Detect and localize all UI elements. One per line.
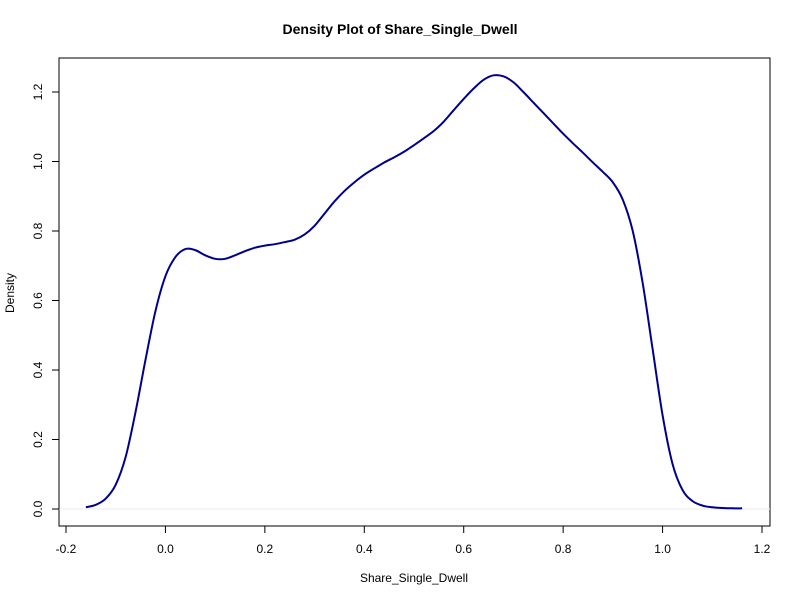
y-tick-label: 0.0 xyxy=(31,500,45,517)
y-tick-label: 1.2 xyxy=(31,83,45,100)
chart-title: Density Plot of Share_Single_Dwell xyxy=(282,21,518,37)
y-tick-label: 0.4 xyxy=(31,361,45,378)
density-curve xyxy=(85,74,743,510)
y-tick-label: 0.8 xyxy=(31,222,45,239)
y-tick-label: 0.6 xyxy=(31,292,45,309)
y-axis-title: Density xyxy=(3,273,17,313)
x-tick-label: 1.0 xyxy=(654,542,671,556)
plot-frame xyxy=(58,57,771,527)
x-tick-label: 0.6 xyxy=(455,542,472,556)
x-tick-label: 1.2 xyxy=(754,542,771,556)
x-tick-label: 0.4 xyxy=(356,542,373,556)
x-tick-label: -0.2 xyxy=(56,542,77,556)
x-tick-label: 0.8 xyxy=(555,542,572,556)
x-tick-label: 0.2 xyxy=(257,542,274,556)
x-axis-title: Share_Single_Dwell xyxy=(360,571,468,585)
x-tick-label: 0.0 xyxy=(157,542,174,556)
y-tick-label: 1.0 xyxy=(31,153,45,170)
y-tick-label: 0.2 xyxy=(31,431,45,448)
